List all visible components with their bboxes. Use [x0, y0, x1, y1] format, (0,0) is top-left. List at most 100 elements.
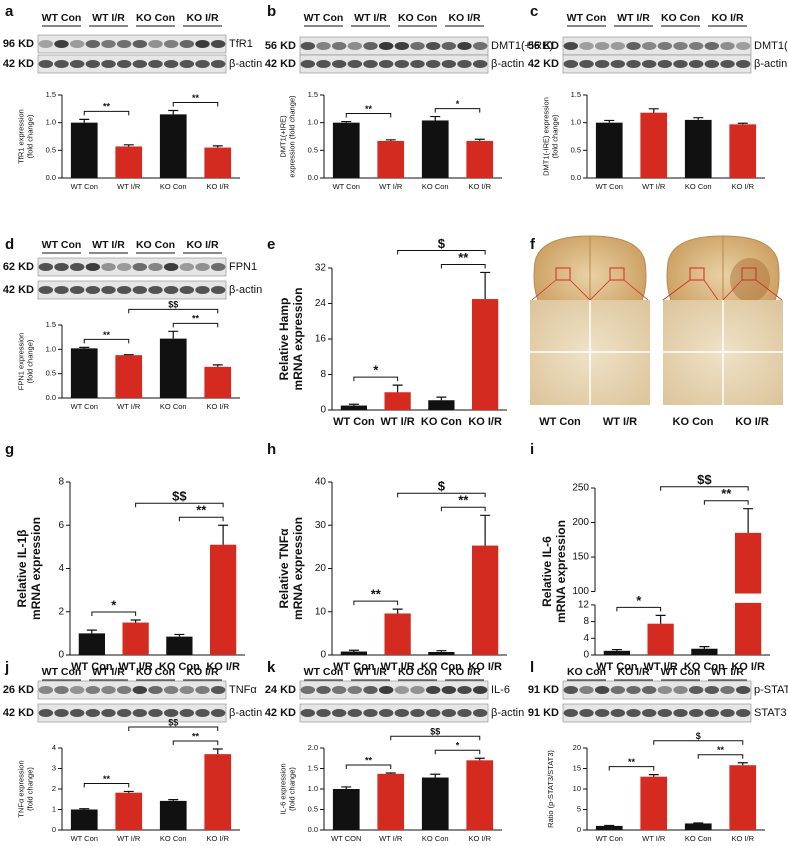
lane-label: KO I/R	[711, 12, 744, 24]
lane-label: WT Con	[567, 12, 607, 24]
blot-band	[626, 42, 641, 50]
blot-band	[610, 42, 626, 50]
significance-label: **	[192, 731, 200, 741]
y-tick-label: 200	[572, 517, 589, 528]
blot-band	[132, 263, 148, 271]
significance-bracket	[616, 606, 662, 612]
blot-band	[116, 263, 132, 271]
y-axis-label: Relative IL-6	[540, 536, 554, 607]
x-tick-label: KO I/R	[206, 661, 240, 673]
blot-band	[657, 709, 673, 717]
bar	[595, 122, 623, 178]
bar	[472, 545, 499, 655]
bar	[421, 777, 449, 830]
blot-band	[316, 42, 331, 50]
significance-label: **	[192, 93, 200, 103]
y-axis-label: (fold change)	[287, 767, 296, 811]
y-tick-label: 16	[315, 334, 327, 345]
blot-band	[720, 686, 735, 694]
blot-band	[594, 42, 610, 50]
y-tick-label: 150	[572, 552, 589, 563]
significance-bracket	[653, 740, 744, 745]
y-tick-label: 0.0	[46, 393, 56, 402]
blot-band	[148, 709, 163, 717]
significance-bracket	[83, 110, 130, 116]
y-axis-label: (fold change)	[25, 767, 34, 811]
blot-band	[163, 286, 179, 294]
significance-bracket	[353, 600, 399, 606]
error-bar	[86, 629, 97, 634]
blot-band	[457, 686, 472, 694]
blot-size: 96 KD	[3, 38, 34, 50]
blot-band	[69, 686, 85, 694]
significance-label: **	[103, 774, 111, 784]
error-bar	[430, 773, 441, 778]
lane-label: WT I/R	[92, 239, 125, 251]
blot-band	[673, 709, 688, 717]
blot-band	[441, 60, 457, 68]
blot-strip	[37, 257, 227, 277]
blot-band	[347, 686, 363, 694]
y-tick-label: 20	[573, 743, 581, 752]
lane-label: KO I/R	[448, 666, 481, 678]
significance-bracket	[353, 376, 399, 382]
blot-band	[610, 709, 626, 717]
x-tick-label: KO I/R	[206, 834, 229, 843]
blot-band	[410, 60, 425, 68]
blot-band	[688, 42, 704, 50]
bar	[115, 355, 143, 398]
blot-band	[563, 60, 579, 68]
blot-band	[300, 686, 316, 694]
error-bar	[385, 772, 396, 774]
y-tick-label: 0.0	[308, 173, 318, 182]
bar	[159, 800, 187, 830]
error-bar	[348, 403, 359, 406]
blot-band	[38, 686, 54, 694]
y-tick-label: 1.0	[571, 118, 581, 127]
blot-band	[69, 40, 85, 48]
y-tick-label: 3	[52, 763, 56, 772]
blot-band	[38, 709, 54, 717]
y-tick-label: 10	[573, 784, 581, 793]
blot-band	[316, 686, 331, 694]
y-tick-label: 0.5	[308, 145, 318, 154]
blot-band	[579, 709, 594, 717]
blot-band	[69, 709, 85, 717]
y-tick-label: 5	[577, 804, 581, 813]
y-tick-label: 1	[52, 804, 56, 813]
panel-letter: d	[5, 236, 14, 253]
error-bar	[436, 650, 447, 652]
error-bar	[392, 608, 403, 614]
bar	[421, 120, 449, 178]
blot-band	[363, 60, 378, 68]
roi-box	[555, 267, 571, 281]
blot-band	[85, 686, 101, 694]
significance-label: *	[636, 593, 642, 608]
blot-band	[347, 60, 363, 68]
blot-band	[735, 709, 751, 717]
blot-band	[38, 286, 54, 294]
bar	[729, 124, 757, 178]
blot-protein: β-actin	[229, 58, 262, 70]
y-axis-label: mRNA expression	[29, 517, 43, 620]
blot-band	[394, 686, 410, 694]
blot-band	[610, 60, 626, 68]
lane-label: WT I/R	[92, 12, 125, 24]
y-tick-label: 4	[58, 563, 64, 574]
blot-band	[195, 60, 210, 68]
y-tick-label: 6	[58, 520, 64, 531]
blot-band	[116, 40, 132, 48]
lane-label: WT Con	[42, 666, 82, 678]
x-tick-label: KO Con	[421, 416, 462, 428]
error-bar	[79, 808, 90, 810]
bar	[595, 825, 623, 830]
blot-protein: β-actin	[491, 58, 524, 70]
blot-band	[441, 686, 457, 694]
blot-size: 42 KD	[3, 284, 34, 296]
blot-protein: β-actin	[754, 58, 787, 70]
zoom-lines	[531, 279, 783, 301]
blot-band	[641, 60, 657, 68]
lane-label: KO I/R	[186, 12, 219, 24]
lane-label: KO Con	[661, 12, 700, 24]
blot-band	[641, 42, 657, 50]
